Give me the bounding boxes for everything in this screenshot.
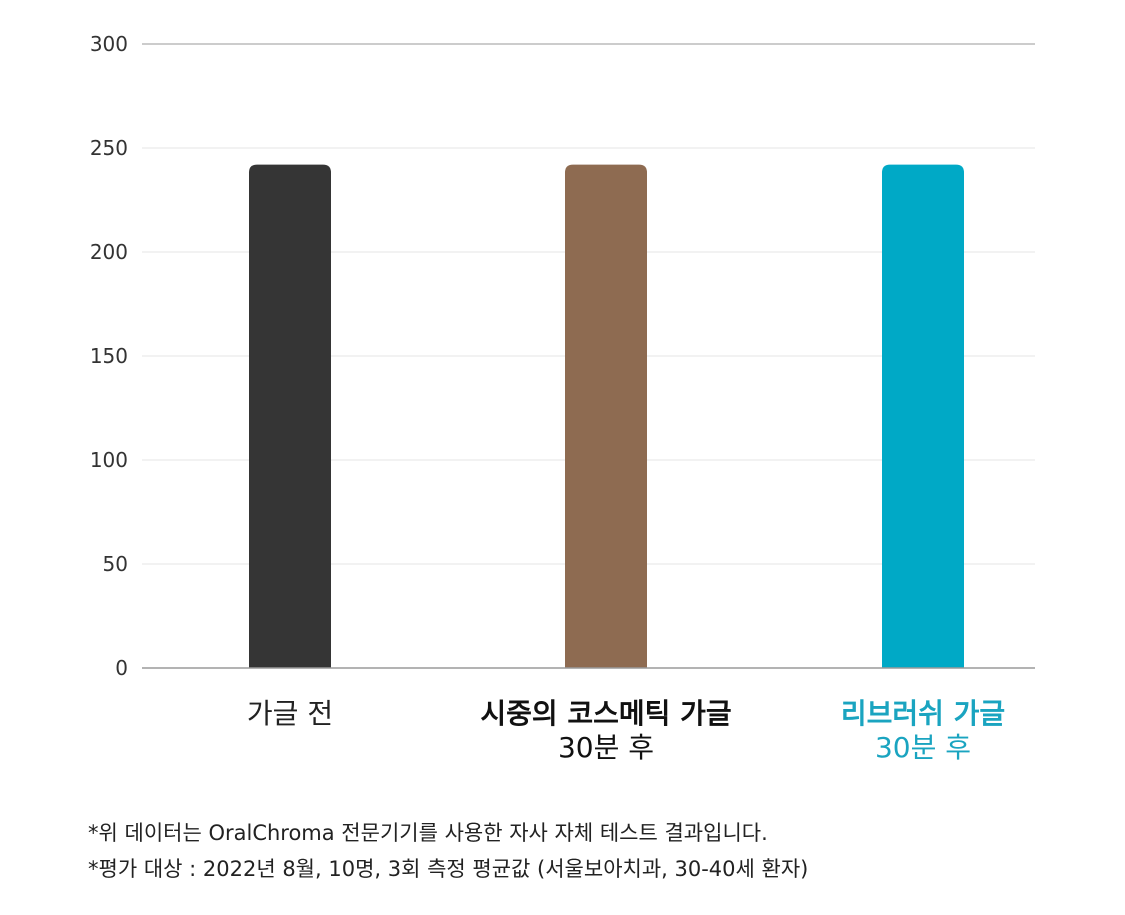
y-tick-label: 100 bbox=[90, 448, 128, 472]
footnotes: *위 데이터는 OralChroma 전문기기를 사용한 자사 자체 테스트 결… bbox=[88, 815, 808, 887]
footnote-evaluation-subject: *평가 대상 : 2022년 8월, 10명, 3회 측정 평균값 (서울보아치… bbox=[88, 857, 809, 881]
y-axis-ticks: 0 50 100 150 200 250 300 bbox=[90, 32, 128, 680]
y-tick-label: 50 bbox=[103, 552, 128, 576]
bar-chart: 0 50 100 150 200 250 300 bbox=[90, 32, 1035, 680]
y-tick-label: 200 bbox=[90, 240, 128, 264]
y-tick-label: 250 bbox=[90, 136, 128, 160]
bar bbox=[882, 164, 964, 668]
bars bbox=[249, 164, 964, 668]
category-label-line1: 가글 전 bbox=[246, 697, 334, 730]
y-tick-label: 0 bbox=[115, 656, 128, 680]
y-tick-label: 150 bbox=[90, 344, 128, 368]
category-label: 리브러쉬 가글 30분 후 bbox=[763, 697, 1083, 765]
bar bbox=[565, 164, 647, 668]
footnote-data-source: *위 데이터는 OralChroma 전문기기를 사용한 자사 자체 테스트 결… bbox=[88, 821, 768, 845]
category-label-line2: 30분 후 bbox=[557, 731, 655, 764]
category-label-line1: 시중의 코스메틱 가글 bbox=[480, 697, 732, 730]
category-label: 가글 전 bbox=[130, 697, 450, 731]
category-label-line2: 30분 후 bbox=[874, 731, 972, 764]
category-label: 시중의 코스메틱 가글 30분 후 bbox=[446, 697, 766, 765]
category-label-line1: 리브러쉬 가글 bbox=[840, 697, 1006, 730]
bar bbox=[249, 164, 331, 668]
y-tick-label: 300 bbox=[90, 32, 128, 56]
